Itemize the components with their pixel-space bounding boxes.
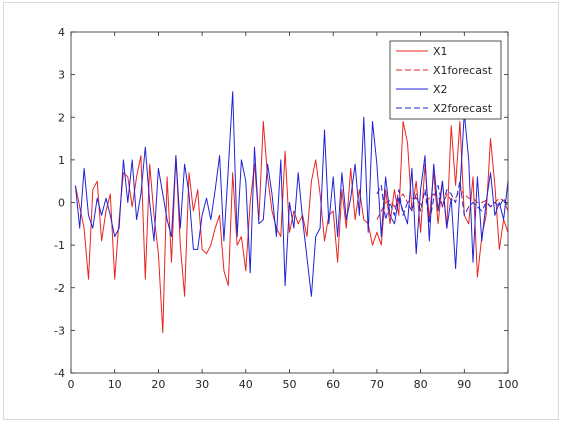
- x-tick-label: 10: [108, 378, 122, 391]
- series-layer: [74, 91, 509, 333]
- legend: X1 X1forecast X2 X2forecast: [389, 40, 502, 120]
- x-tick-label: 90: [457, 378, 471, 391]
- legend-label-x2: X2: [433, 83, 448, 96]
- legend-label-x1: X1: [433, 45, 448, 58]
- x-tick-label: 60: [326, 378, 340, 391]
- y-tick-label: -2: [54, 282, 65, 295]
- legend-box: [389, 40, 502, 120]
- axes-box: [70, 31, 509, 374]
- x-tick-label: 70: [370, 378, 384, 391]
- y-tick-label: 3: [58, 69, 65, 82]
- legend-label-x2forecast: X2forecast: [433, 102, 493, 115]
- y-tick-label: 1: [58, 154, 65, 167]
- x-tick-label: 100: [498, 378, 519, 391]
- y-tick-label: -1: [54, 239, 65, 252]
- x-tick-label: 40: [239, 378, 253, 391]
- x-tick-label: 30: [195, 378, 209, 391]
- y-tick-label: -4: [54, 367, 65, 380]
- y-tick-label: 0: [58, 197, 65, 210]
- x-tick-label: 50: [283, 378, 297, 391]
- x-tick-label: 0: [68, 378, 75, 391]
- series-line-x2: [74, 91, 509, 297]
- x-tick-label: 80: [414, 378, 428, 391]
- series-line-x2forecast: [376, 180, 509, 225]
- x-tick-label: 20: [151, 378, 165, 391]
- series-line-x1: [74, 121, 509, 333]
- legend-label-x1forecast: X1forecast: [433, 64, 493, 77]
- y-tick-label: -3: [54, 324, 65, 337]
- y-tick-label: 2: [58, 111, 65, 124]
- y-tick-label: 4: [58, 26, 65, 39]
